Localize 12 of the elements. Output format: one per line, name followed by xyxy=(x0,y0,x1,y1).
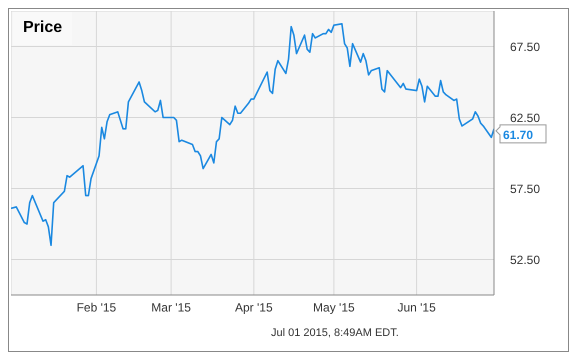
x-tick-label: Jun '15 xyxy=(397,300,436,315)
x-tick-label: May '15 xyxy=(313,300,356,315)
x-tick-label: Feb '15 xyxy=(76,300,117,315)
text: Price xyxy=(23,19,62,36)
y-tick-label: 67.50 xyxy=(510,40,540,54)
y-tick-label: 57.50 xyxy=(510,182,540,196)
text: Jul 01 2015, 8:49AM EDT. xyxy=(271,327,399,339)
x-tick-label: Mar '15 xyxy=(151,300,192,315)
data-label: 61.70 xyxy=(503,128,534,142)
y-tick-label: 52.50 xyxy=(510,252,540,267)
x-tick-label: Apr '15 xyxy=(235,300,273,315)
y-tick-label: 62.50 xyxy=(510,110,540,125)
